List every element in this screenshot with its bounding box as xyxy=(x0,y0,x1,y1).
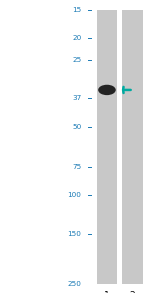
Text: 1: 1 xyxy=(104,291,110,293)
Text: 20: 20 xyxy=(72,35,81,41)
Text: 250: 250 xyxy=(68,281,81,287)
Text: 50: 50 xyxy=(72,125,81,130)
Text: 150: 150 xyxy=(68,231,81,237)
Text: 25: 25 xyxy=(72,57,81,63)
Text: 15: 15 xyxy=(72,7,81,13)
Ellipse shape xyxy=(98,85,116,95)
Text: 2: 2 xyxy=(129,291,135,293)
Bar xyxy=(97,10,117,284)
Text: 100: 100 xyxy=(68,192,81,198)
Text: 37: 37 xyxy=(72,95,81,101)
Bar xyxy=(122,10,142,284)
Text: 75: 75 xyxy=(72,164,81,170)
